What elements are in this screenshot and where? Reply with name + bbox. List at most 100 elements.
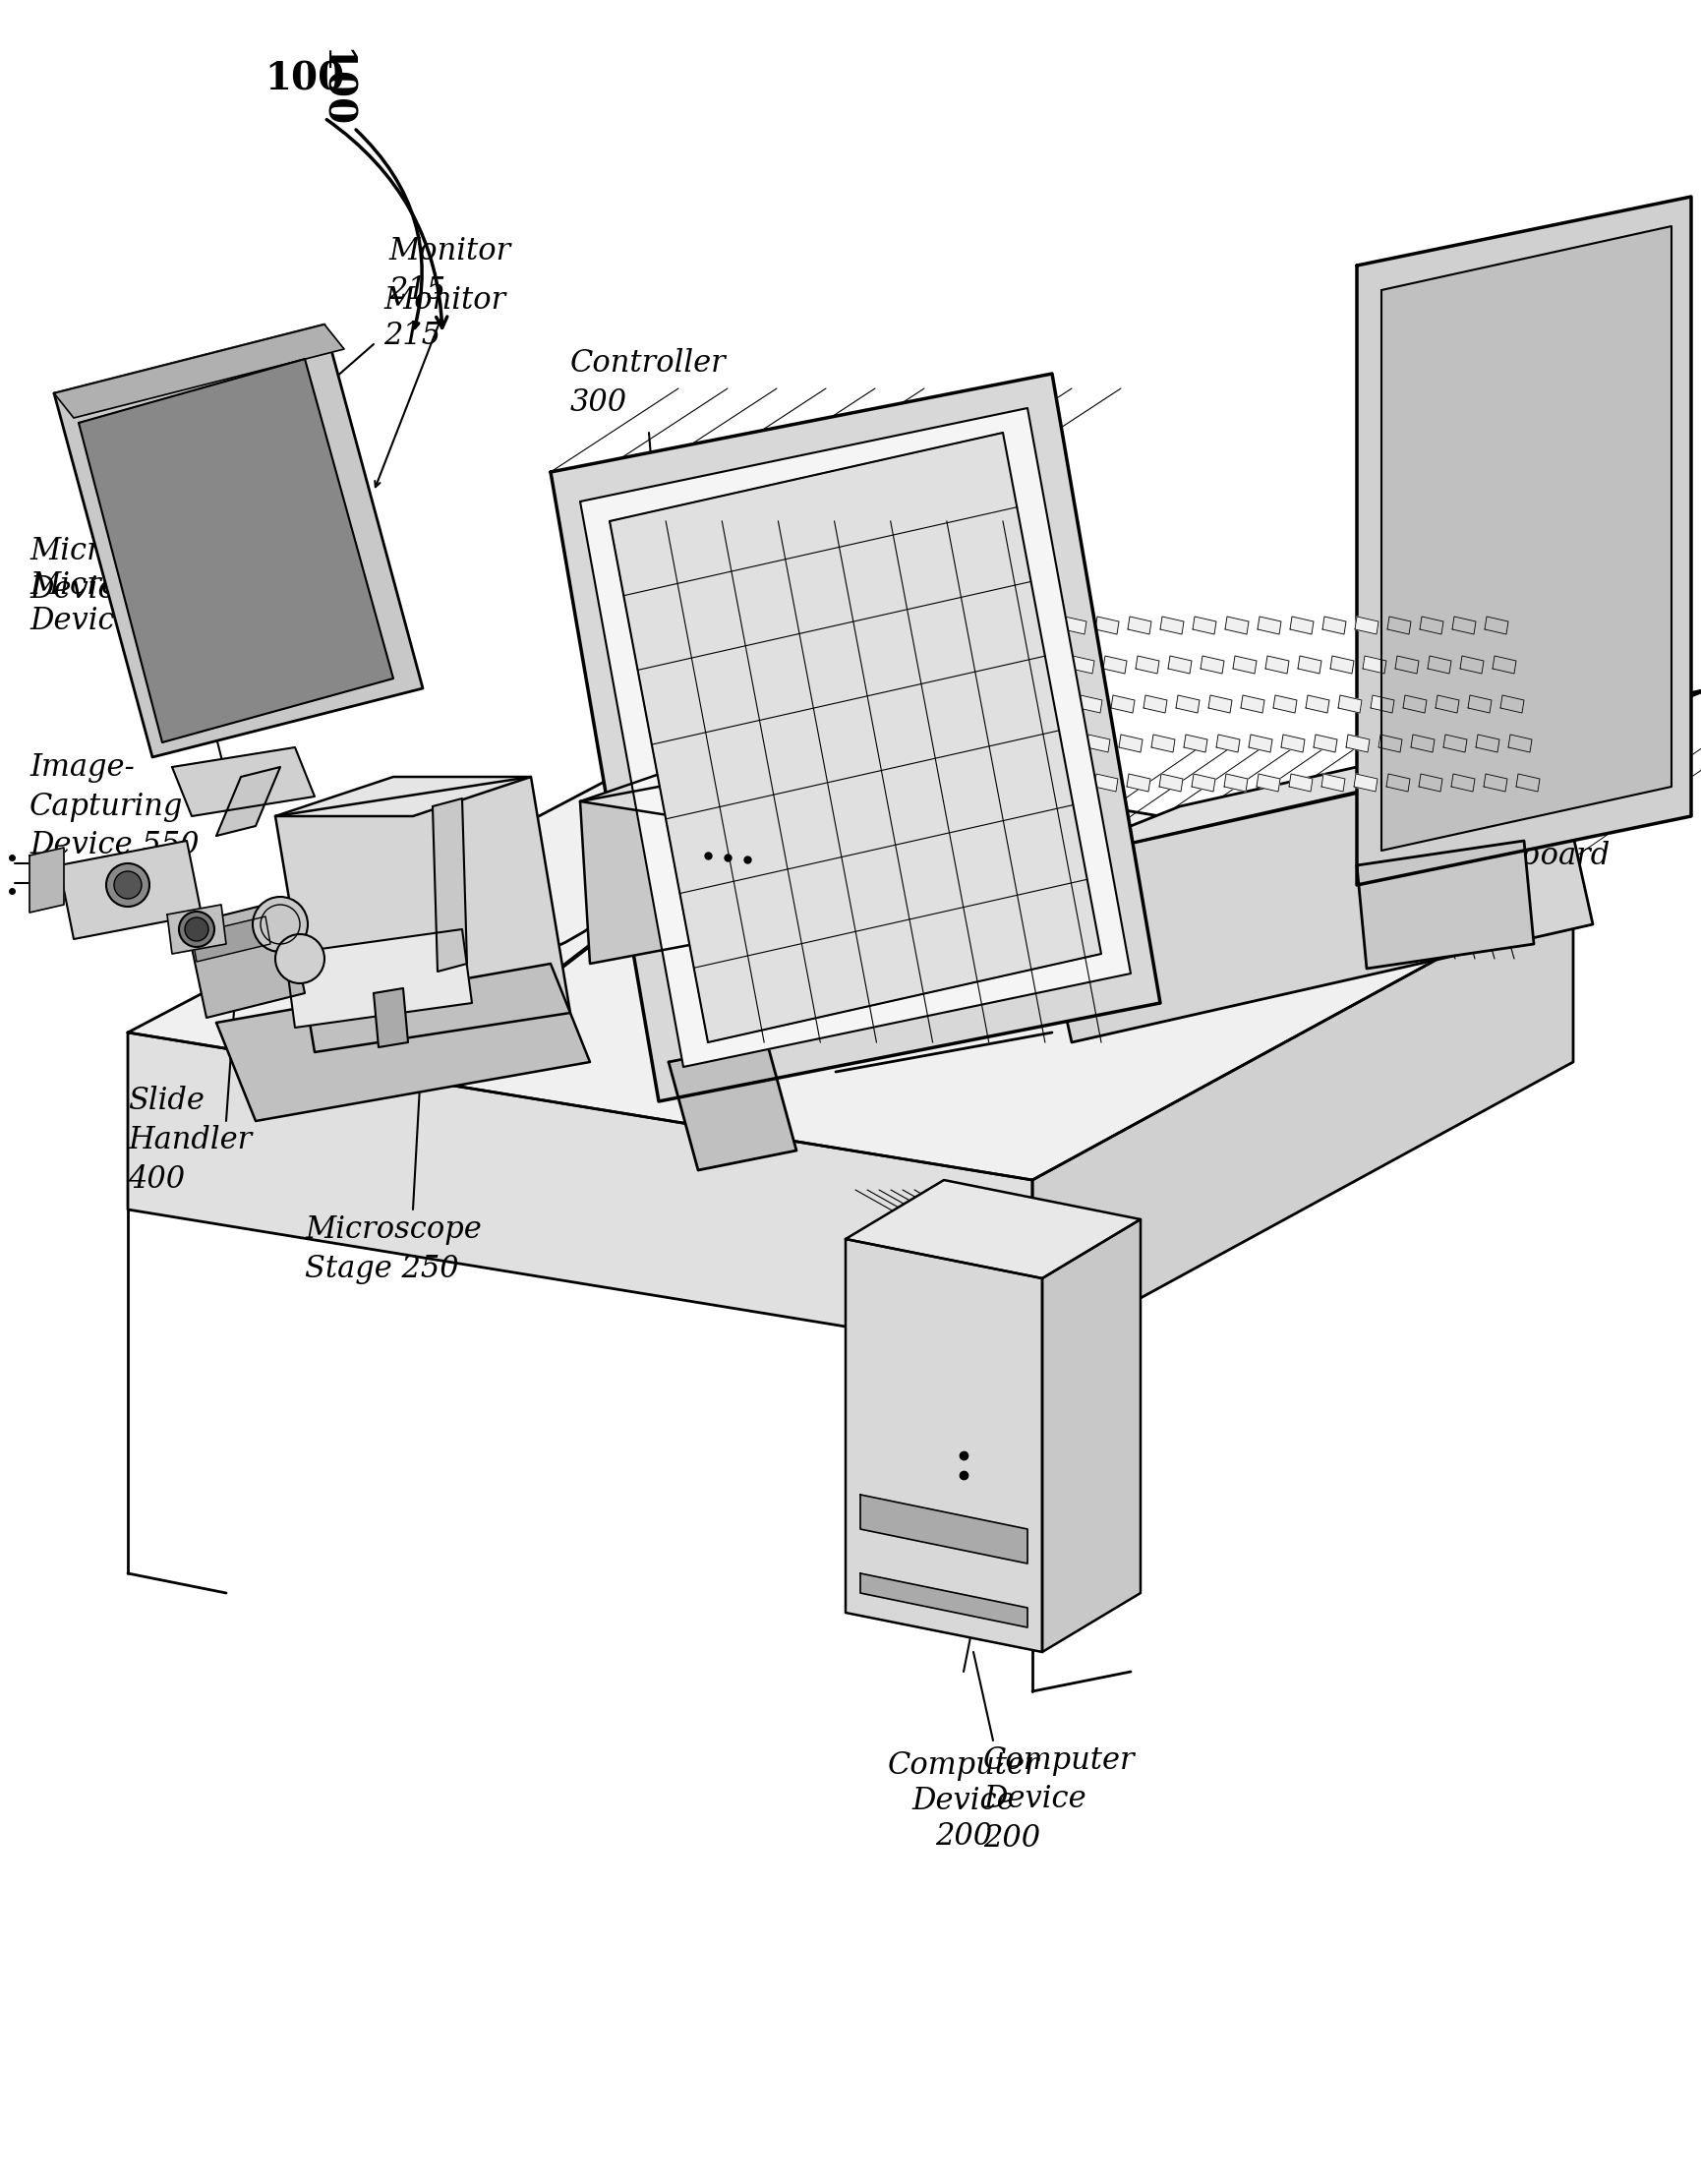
Polygon shape <box>128 738 1573 1179</box>
Polygon shape <box>1281 734 1305 751</box>
Circle shape <box>276 935 325 983</box>
Polygon shape <box>1169 655 1192 673</box>
Polygon shape <box>1078 695 1102 712</box>
Polygon shape <box>1225 616 1249 633</box>
Polygon shape <box>167 904 226 954</box>
Polygon shape <box>54 325 424 758</box>
Polygon shape <box>1128 616 1152 633</box>
Polygon shape <box>1095 616 1119 633</box>
Polygon shape <box>1485 616 1509 633</box>
Circle shape <box>179 911 214 948</box>
Polygon shape <box>1459 655 1483 673</box>
Polygon shape <box>668 1042 796 1171</box>
Polygon shape <box>1313 734 1337 751</box>
Text: Monitor: Monitor <box>388 236 510 266</box>
Polygon shape <box>845 1179 1141 1278</box>
Polygon shape <box>1492 655 1516 673</box>
Polygon shape <box>1388 616 1410 633</box>
Polygon shape <box>1192 773 1215 791</box>
Polygon shape <box>1160 616 1184 633</box>
Text: Computer: Computer <box>983 1745 1135 1776</box>
Polygon shape <box>78 358 393 743</box>
Polygon shape <box>1330 655 1354 673</box>
Polygon shape <box>1516 773 1539 791</box>
Text: 100: 100 <box>265 59 345 98</box>
Polygon shape <box>276 778 531 817</box>
Polygon shape <box>1031 616 1055 633</box>
Text: 200: 200 <box>983 1824 1041 1854</box>
Polygon shape <box>1419 773 1442 791</box>
Text: 215: 215 <box>388 275 446 306</box>
Polygon shape <box>1266 655 1289 673</box>
Polygon shape <box>1087 734 1111 751</box>
Polygon shape <box>1363 655 1386 673</box>
FancyArrowPatch shape <box>327 120 447 328</box>
Polygon shape <box>1126 773 1150 791</box>
Polygon shape <box>1257 773 1281 791</box>
Text: 300: 300 <box>570 389 628 419</box>
Polygon shape <box>1061 773 1085 791</box>
Polygon shape <box>1119 734 1143 751</box>
Polygon shape <box>1453 616 1476 633</box>
Text: 100: 100 <box>316 48 354 129</box>
Polygon shape <box>1160 773 1182 791</box>
Polygon shape <box>861 1572 1027 1627</box>
Text: Microscope
Device 150: Microscope Device 150 <box>29 570 206 636</box>
Polygon shape <box>1033 688 1701 865</box>
Polygon shape <box>1038 655 1061 673</box>
Polygon shape <box>1152 734 1175 751</box>
Polygon shape <box>1046 695 1070 712</box>
Circle shape <box>253 898 308 952</box>
Polygon shape <box>432 799 468 972</box>
Text: FIG. 2: FIG. 2 <box>1363 264 1490 306</box>
Polygon shape <box>374 987 408 1048</box>
Polygon shape <box>1500 695 1524 712</box>
Polygon shape <box>1225 773 1249 791</box>
Polygon shape <box>1468 695 1492 712</box>
Polygon shape <box>1175 695 1199 712</box>
Polygon shape <box>1427 655 1451 673</box>
Text: Keyboard: Keyboard <box>1465 841 1609 871</box>
Text: Monitor
215: Monitor 215 <box>383 286 505 352</box>
Polygon shape <box>1094 773 1118 791</box>
Polygon shape <box>1033 747 1592 1042</box>
Polygon shape <box>1357 841 1534 968</box>
Polygon shape <box>551 373 1160 1101</box>
Polygon shape <box>738 782 874 987</box>
Polygon shape <box>1322 616 1345 633</box>
Polygon shape <box>216 963 590 1120</box>
Polygon shape <box>1136 655 1160 673</box>
Polygon shape <box>1386 773 1410 791</box>
Polygon shape <box>54 325 344 417</box>
Polygon shape <box>1070 655 1094 673</box>
Text: Controller: Controller <box>570 349 726 380</box>
Text: Microscope: Microscope <box>29 535 206 566</box>
Polygon shape <box>1345 734 1369 751</box>
Circle shape <box>185 917 209 941</box>
Polygon shape <box>1436 695 1459 712</box>
Polygon shape <box>580 771 747 963</box>
Polygon shape <box>1289 773 1313 791</box>
Polygon shape <box>845 1238 1043 1651</box>
Text: Computer
Device
200: Computer Device 200 <box>888 1749 1039 1852</box>
Polygon shape <box>1184 734 1208 751</box>
Polygon shape <box>609 432 1101 1042</box>
Polygon shape <box>1322 773 1345 791</box>
Polygon shape <box>1192 616 1216 633</box>
Polygon shape <box>1216 734 1240 751</box>
Polygon shape <box>1509 734 1533 751</box>
Polygon shape <box>1420 616 1444 633</box>
Polygon shape <box>192 917 270 961</box>
Polygon shape <box>1289 616 1313 633</box>
Polygon shape <box>1257 616 1281 633</box>
Polygon shape <box>1371 695 1395 712</box>
Polygon shape <box>1395 655 1419 673</box>
Polygon shape <box>286 928 471 1029</box>
Text: Handler: Handler <box>128 1125 252 1155</box>
Polygon shape <box>1043 1219 1141 1651</box>
Text: Image-: Image- <box>29 751 134 782</box>
Polygon shape <box>1143 695 1167 712</box>
Polygon shape <box>1033 885 1573 1356</box>
Polygon shape <box>1306 695 1330 712</box>
Polygon shape <box>1104 655 1126 673</box>
